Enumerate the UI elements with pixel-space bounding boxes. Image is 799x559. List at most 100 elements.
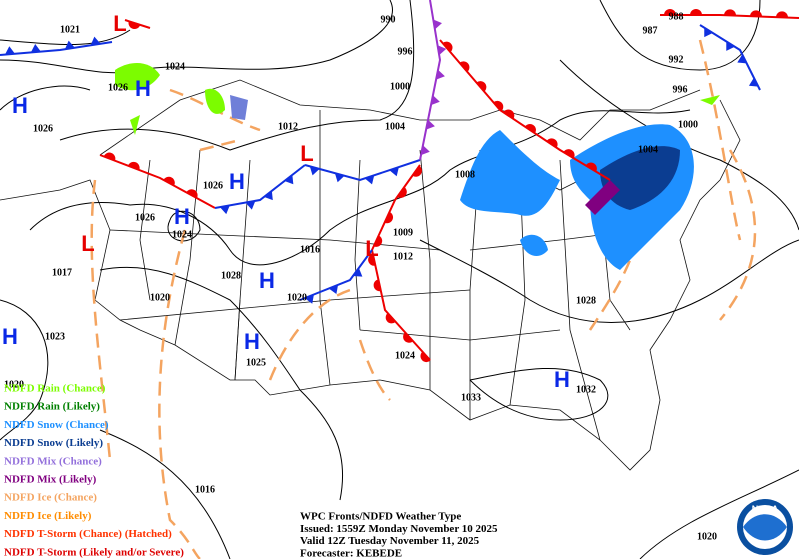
front-symbol	[368, 253, 376, 266]
front-symbol	[186, 189, 198, 199]
front-symbol	[563, 149, 575, 159]
front-symbol	[373, 279, 381, 292]
isobar-label: 996	[673, 84, 688, 95]
front-symbol	[128, 21, 141, 30]
front-symbol	[4, 46, 15, 55]
front-symbol	[690, 9, 702, 15]
labels: 1021 1024 1026 1026 1012 1004 1000 996 990 988 987…	[2, 11, 717, 542]
high-pressure-center: H	[259, 268, 275, 293]
front-symbol	[397, 186, 407, 198]
front-symbol	[309, 166, 320, 176]
front-symbol	[426, 119, 435, 130]
low-pressure-center: L	[300, 141, 313, 166]
front-symbol	[219, 205, 230, 215]
isobar-label: 1004	[638, 144, 658, 155]
legend-entry: NDFD T-Storm (Chance) (Hatched)	[4, 528, 172, 540]
isobar-label: 1028	[576, 295, 596, 306]
isobar-label: 1026	[33, 123, 53, 134]
front-symbol	[389, 167, 399, 177]
legend-entry: NDFD Ice (Likely)	[4, 510, 92, 522]
front-symbol	[664, 9, 676, 15]
isobar-label: 1024	[395, 350, 415, 361]
front-symbol	[403, 332, 414, 343]
isobar-label: 1016	[300, 244, 320, 255]
precipitation	[115, 63, 720, 270]
isobar-label: 1020	[4, 379, 24, 390]
high-pressure-center: H	[12, 93, 28, 118]
front-symbol	[384, 211, 394, 224]
isobar-label: 1028	[221, 270, 241, 281]
front-symbol	[493, 100, 504, 112]
title-line: Issued: 1559Z Monday November 10 2025	[300, 523, 498, 535]
legend-entry: NDFD Snow (Chance)	[4, 419, 109, 431]
high-pressure-center: H	[229, 169, 245, 194]
low-pressure-center: L	[365, 236, 378, 261]
front-symbol	[704, 27, 713, 38]
front-symbol	[103, 152, 116, 161]
front-symbol	[163, 176, 175, 186]
isobar-label: 1000	[390, 81, 410, 92]
isobar-label: 1012	[278, 121, 298, 132]
isobar-label: 1020	[287, 292, 307, 303]
front-symbol	[304, 294, 314, 304]
front-line	[299, 249, 373, 301]
isobar-label: 1009	[393, 227, 413, 238]
front-symbol	[334, 173, 345, 183]
isobar-label: 1008	[455, 169, 475, 180]
front-line	[371, 249, 431, 361]
front-symbol	[546, 138, 558, 148]
front-line	[660, 14, 799, 19]
front-symbol	[503, 109, 515, 119]
fronts	[0, 0, 799, 363]
front-symbol	[328, 284, 339, 295]
front-symbol	[524, 123, 536, 134]
front-symbol	[585, 162, 597, 172]
front-line	[419, 0, 442, 161]
high-pressure-center: H	[2, 324, 18, 349]
front-line	[124, 19, 151, 29]
isobar-label: 1024	[165, 61, 185, 72]
isobar-label: 1016	[195, 484, 215, 495]
front-symbol	[723, 9, 736, 16]
front-line	[304, 159, 421, 182]
isobar-label: 987	[643, 25, 658, 36]
front-symbol	[128, 161, 140, 171]
front-symbol	[442, 41, 453, 53]
high-pressure-center: H	[244, 329, 260, 354]
isobar-label: 1020	[150, 292, 170, 303]
noaa-logo: NOAA	[737, 499, 793, 555]
front-symbol	[352, 267, 363, 277]
front-symbol	[64, 40, 75, 50]
front-symbol	[420, 145, 430, 156]
legend-entry: NDFD Rain (Likely)	[4, 401, 100, 413]
front-symbol	[284, 174, 294, 185]
isobar-label: 996	[398, 46, 413, 57]
isobar-label: 1012	[393, 251, 413, 262]
front-symbol	[433, 19, 442, 30]
front-line	[699, 24, 761, 91]
logo-text: NOAA	[752, 504, 779, 514]
isobar-label: 1026	[203, 180, 223, 191]
front-symbol	[385, 312, 396, 324]
high-pressure-center: H	[174, 204, 190, 229]
front-symbol	[412, 165, 422, 177]
isobar-label: 1017	[52, 267, 72, 278]
legend: NDFD Rain (Chance) NDFD Rain (Likely) NDFD…	[4, 383, 184, 559]
legend-entry: NDFD T-Storm (Likely and/or Severe)	[4, 546, 184, 558]
front-symbol	[245, 200, 256, 210]
legend-entry: NDFD Mix (Likely)	[4, 474, 97, 486]
isobar-label: 1004	[385, 121, 405, 132]
isobar-label: 1032	[576, 384, 596, 395]
isobar-label: 1023	[45, 331, 65, 342]
isobar-label: 988	[669, 11, 684, 22]
isobar-label: 1025	[246, 357, 266, 368]
high-pressure-center: H	[135, 76, 151, 101]
isobar-label: 1020	[697, 531, 717, 542]
legend-entry: NDFD Snow (Likely)	[4, 437, 103, 449]
title-line: WPC Fronts/NDFD Weather Type	[300, 511, 461, 523]
front-symbol	[364, 175, 375, 185]
